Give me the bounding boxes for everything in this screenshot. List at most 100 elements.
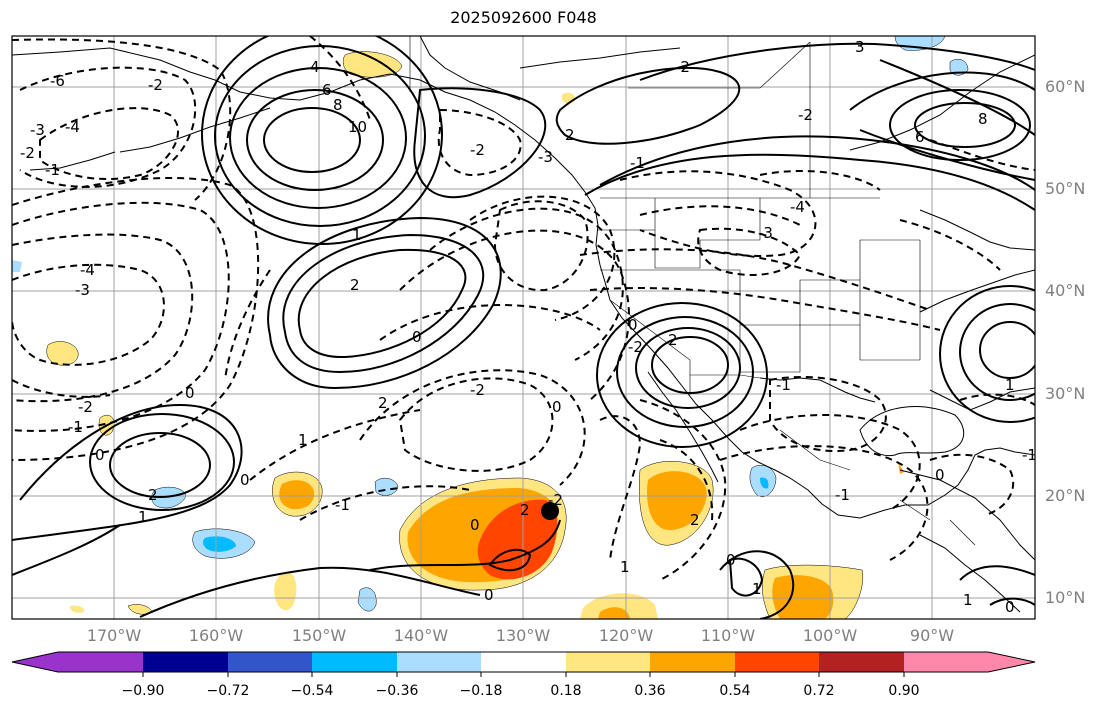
colorbar-swatch [312,652,397,672]
colorbar-tick-label: 0.36 [634,683,666,699]
colorbar-swatch [143,652,228,672]
lon-label-90w: 90°W [909,626,955,645]
colorbar-tick-label: −0.90 [121,683,165,699]
contour-label: 1 [963,591,973,609]
contour-label: 6 [915,128,925,146]
contour-label: -3 [538,148,553,166]
contour-label: 2 [668,331,678,349]
colorbar-tick-label: −0.36 [375,683,419,699]
contour-label: 10 [348,118,367,136]
contour-label: -2 [675,58,690,76]
contour-label: -6 [50,72,65,90]
contour-label: 0 [484,586,494,604]
contour-label: 0 [1005,598,1015,616]
lon-label-120w: 120°W [598,626,654,645]
contour-label: 1 [1005,376,1015,394]
contour-label: 1 [298,431,308,449]
contour-label: -2 [798,106,813,124]
colorbar [11,651,1036,677]
contour-label: -2 [78,398,93,416]
colorbar-swatch [904,652,988,672]
contours [12,36,1035,619]
contour-label: 2 [690,511,700,529]
contour-label: -1 [68,418,83,436]
contour-label: 1 [752,580,762,598]
colorbar-outline [11,651,1036,673]
map-area: -2 -1 -2 -3 -4 -6 4 6 8 10 1 2 0 0 -1 -2… [12,36,1037,619]
contour-label: -4 [65,118,80,136]
coastlines [12,36,1035,613]
contour-labels: -2 -1 -2 -3 -4 -6 4 6 8 10 1 2 0 0 -1 -2… [20,38,1037,616]
contour-label: 1 [620,558,630,576]
gridlines [12,36,1035,619]
contour-label: 2 [350,276,360,294]
contour-label: 0 [470,516,480,534]
colorbar-tick-label: 0.18 [550,683,582,699]
contour-label: 8 [333,96,343,114]
contour-label: 2 [520,501,530,519]
contour-label: 0 [185,384,195,402]
lat-label-20n: 20°N [1045,486,1086,505]
contour-label: 1 [138,508,148,526]
contour-label: 0 [240,471,250,489]
colorbar-swatch [819,652,904,672]
contour-label: -1 [1022,446,1037,464]
contour-label: 0 [935,466,945,484]
contour-label: 2 [565,126,575,144]
colorbar-swatch [481,652,566,672]
contour-label: -3 [30,121,45,139]
lon-label-160w: 160°W [188,626,244,645]
lon-label-150w: 150°W [291,626,347,645]
map-frame [11,35,1036,620]
contour-label: 0 [412,328,422,346]
lon-label-110w: 110°W [700,626,756,645]
colorbar-tick-label: 0.54 [719,683,751,699]
contour-label: -2 [20,144,35,162]
contour-label: 2 [378,394,388,412]
contour-label: -3 [758,224,773,242]
colorbar-tick-label: 0.90 [888,683,920,699]
contour-label: 4 [310,58,320,76]
lat-label-10n: 10°N [1045,588,1086,607]
lon-label-140w: 140°W [393,626,449,645]
colorbar-swatch [58,652,143,672]
contour-label: 6 [322,81,332,99]
colorbar-swatch [566,652,650,672]
colorbar-swatch [228,652,312,672]
colorbar-arrow-right [988,652,1035,672]
contour-label: 8 [978,110,988,128]
contour-label: 0 [95,446,105,464]
lat-label-60n: 60°N [1045,77,1086,96]
contour-label: 3 [855,38,865,56]
dashed-contours [12,36,1035,581]
colorbar-tick-label: −0.18 [459,683,503,699]
contour-label: -2 [148,76,163,94]
lat-label-40n: 40°N [1045,281,1086,300]
lon-label-130w: 130°W [495,626,551,645]
colorbar-arrow-left [12,652,58,672]
contour-label: 0 [628,316,638,334]
point-marker [541,502,559,520]
colorbar-tick-label: 0.72 [803,683,835,699]
contour-label: -1 [835,486,850,504]
contour-label: -3 [75,281,90,299]
lon-label-100w: 100°W [802,626,858,645]
contour-label: -1 [45,161,60,179]
contour-label: 1 [352,226,362,244]
lon-label-170w: 170°W [86,626,142,645]
colorbar-swatch [397,652,481,672]
colorbar-tick-label: −0.54 [290,683,334,699]
contour-label: 2 [148,486,158,504]
page-title: 2025092600 F048 [450,8,597,27]
contour-label: 0 [726,551,736,569]
colorbar-swatch [735,652,819,672]
contour-label: -1 [335,496,350,514]
contour-label: 0 [552,398,562,416]
lat-label-30n: 30°N [1045,384,1086,403]
contour-label: -1 [776,376,791,394]
contour-label: -2 [470,381,485,399]
contour-label: -4 [80,261,95,279]
lat-label-50n: 50°N [1045,179,1086,198]
colorbar-swatch [650,652,735,672]
